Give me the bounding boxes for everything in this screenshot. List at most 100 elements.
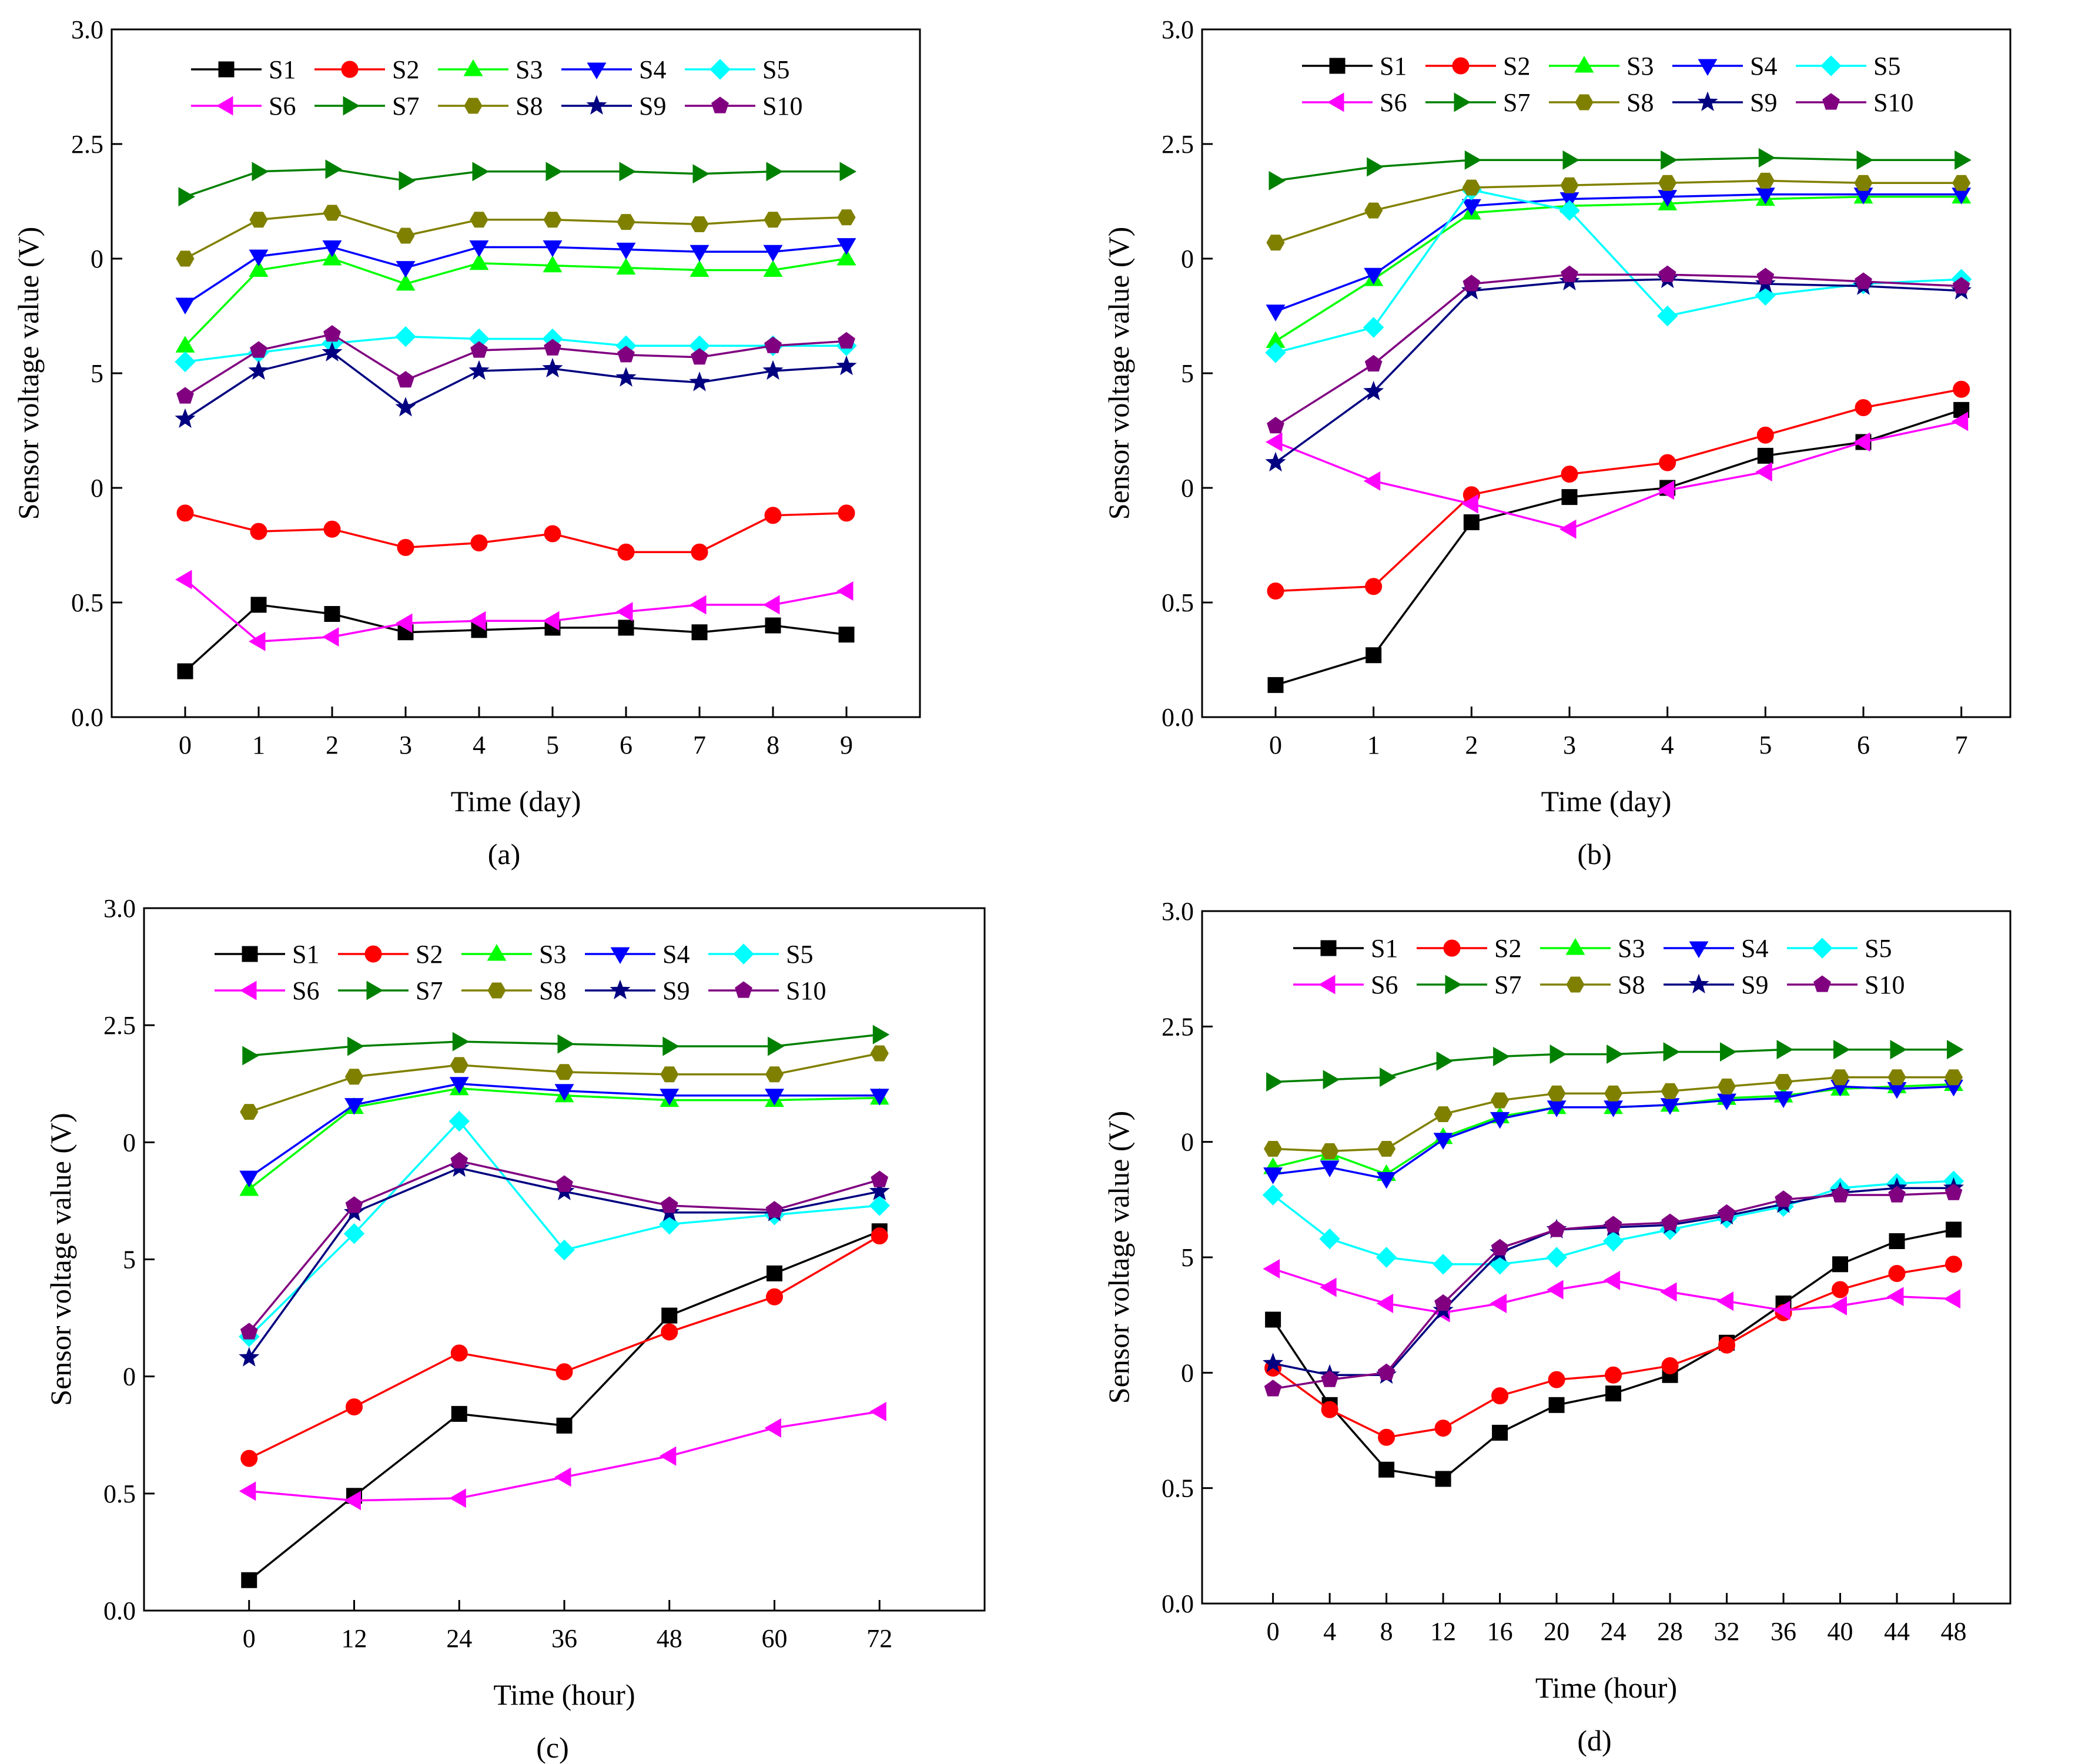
data-point <box>1562 150 1579 170</box>
data-point <box>1830 1296 1847 1316</box>
data-point <box>1434 1420 1452 1437</box>
legend-item-s1: S1 <box>1302 52 1407 81</box>
data-point <box>1888 1186 1906 1203</box>
data-point <box>176 504 194 522</box>
legend-item-s3: S3 <box>461 940 566 969</box>
panel-caption: (c) <box>536 1731 569 1764</box>
legend-marker <box>343 96 360 116</box>
data-point <box>1661 1213 1679 1230</box>
series-line <box>1275 179 1962 244</box>
data-point <box>660 1196 678 1213</box>
data-point <box>1561 489 1578 506</box>
data-point <box>1377 1172 1397 1189</box>
data-point <box>344 1098 364 1115</box>
series-line <box>1275 195 1962 342</box>
plot-frame <box>1201 910 2012 1605</box>
legend-label: S5 <box>1865 934 1892 963</box>
data-point <box>660 1089 680 1106</box>
series-line <box>1272 1263 1954 1439</box>
data-point <box>554 1239 575 1261</box>
data-point <box>470 341 488 358</box>
data-point <box>554 1467 571 1487</box>
data-point <box>1756 267 1775 284</box>
data-point <box>871 1227 888 1245</box>
data-point <box>765 617 781 634</box>
data-point <box>556 1417 573 1434</box>
legend-label: S10 <box>1873 88 1913 117</box>
x-tick-label: 0 <box>1269 731 1282 759</box>
legend-marker <box>364 945 382 963</box>
data-point <box>346 1398 363 1415</box>
y-tick-label: 2.5 <box>1162 1012 1194 1041</box>
legend-label: S1 <box>269 55 296 84</box>
legend-label: S8 <box>539 976 566 1005</box>
legend-item-s8: S8 <box>438 92 543 120</box>
legend-item-s6: S6 <box>215 976 319 1005</box>
legend-marker <box>610 947 630 964</box>
data-point <box>1952 175 1971 191</box>
data-point <box>1773 1091 1793 1109</box>
data-point <box>618 620 634 636</box>
y-tick-label: 5 <box>1181 1243 1194 1272</box>
series-line <box>185 512 847 553</box>
series-line <box>248 1230 880 1581</box>
data-point <box>617 346 635 363</box>
y-tick-label: 2.5 <box>71 130 103 159</box>
legend-marker <box>1320 940 1337 956</box>
legend-marker <box>1820 55 1842 76</box>
data-point <box>241 1572 257 1588</box>
x-tick-label: 16 <box>1487 1617 1513 1646</box>
data-point <box>1266 235 1285 251</box>
x-tick-label: 8 <box>767 731 779 759</box>
data-point <box>1265 451 1286 472</box>
series-s10 <box>240 1152 889 1340</box>
x-tick-label: 32 <box>1714 1617 1740 1646</box>
x-tick-label: 72 <box>866 1624 892 1653</box>
data-point <box>469 253 489 270</box>
data-point <box>1319 1228 1340 1250</box>
legend-label: S9 <box>1741 970 1768 999</box>
data-point <box>555 1363 573 1381</box>
series-s4 <box>239 1077 889 1188</box>
data-point <box>1855 399 1872 416</box>
data-point <box>762 360 784 380</box>
data-point <box>1607 1045 1624 1064</box>
data-point <box>1269 170 1286 190</box>
legend-item-s4: S4 <box>585 940 690 969</box>
legend-item-s7: S7 <box>314 92 419 120</box>
legend-marker <box>1327 92 1344 112</box>
data-point <box>1366 647 1382 664</box>
series-line <box>184 578 847 643</box>
legend-item-s7: S7 <box>1425 88 1530 117</box>
data-point <box>239 1179 259 1196</box>
data-point <box>659 1214 680 1235</box>
data-point <box>449 1110 470 1132</box>
data-point <box>869 1195 891 1216</box>
data-point <box>763 245 783 262</box>
legend-marker <box>1813 975 1831 992</box>
legend-marker <box>1452 57 1470 75</box>
data-point <box>395 326 416 347</box>
legend: S1 S2 S3 S4 S5 S6 S7 S8 S9 S10 <box>215 940 826 1005</box>
series-line <box>1275 156 1962 182</box>
legend-label: S2 <box>1503 52 1530 81</box>
panel-caption: (d) <box>1577 1724 1611 1757</box>
x-tick-label: 0 <box>179 731 192 759</box>
x-axis-title: Time (day) <box>451 785 581 818</box>
y-tick-label: 3.0 <box>103 894 136 923</box>
data-point <box>1755 462 1772 482</box>
data-point <box>1561 466 1578 483</box>
x-tick-label: 7 <box>693 731 706 759</box>
data-point <box>555 1175 573 1192</box>
legend-marker <box>1443 939 1461 957</box>
x-tick-label: 6 <box>620 731 632 759</box>
data-point <box>838 504 855 522</box>
data-point <box>659 1446 677 1466</box>
legend-label: S3 <box>539 940 566 969</box>
legend-marker <box>735 981 752 998</box>
legend-marker <box>1565 938 1585 955</box>
x-axis-title: Time (day) <box>1541 785 1672 818</box>
y-tick-label: 5 <box>1181 359 1194 388</box>
data-point <box>660 1066 679 1083</box>
